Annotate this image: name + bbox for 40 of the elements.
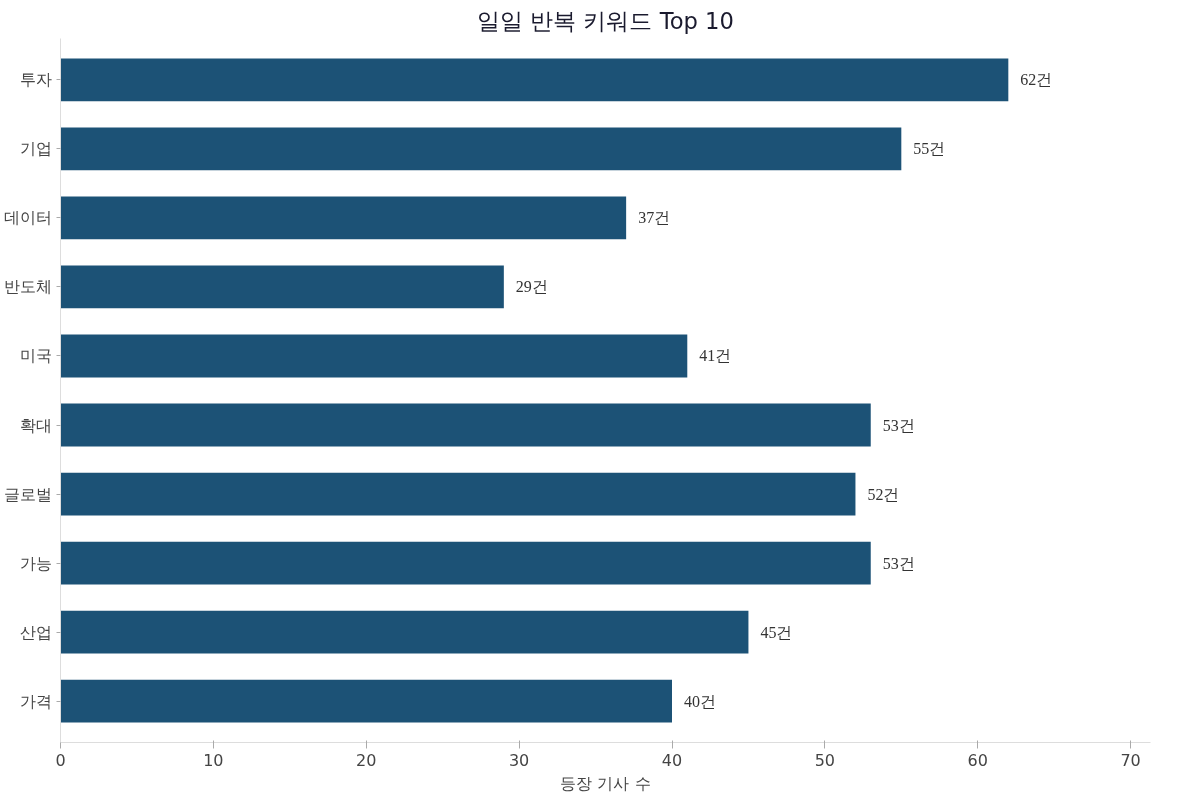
bar [60, 679, 672, 723]
x-tick-label: 40 [661, 750, 683, 770]
chart-title: 일일 반복 키워드 Top 10 [477, 7, 734, 34]
data-label: 55건 [913, 140, 946, 158]
data-label: 41건 [699, 347, 732, 365]
data-label: 29건 [515, 278, 548, 296]
bar [60, 58, 1009, 102]
y-tick-label: 산업 [19, 622, 52, 642]
y-tick-label: 가격 [19, 691, 52, 711]
y-tick-label: 데이터 [3, 208, 52, 228]
y-tick-label: 확대 [19, 415, 52, 435]
bar [60, 541, 871, 585]
x-tick-label: 50 [814, 750, 836, 770]
data-label: 53건 [882, 554, 915, 572]
bar [60, 127, 902, 171]
x-axis-title: 등장 기사 수 [560, 773, 651, 793]
bar [60, 610, 749, 654]
x-tick-label: 30 [508, 750, 530, 770]
x-tick-label: 0 [55, 750, 66, 770]
bar [60, 472, 856, 516]
x-tick-label: 60 [967, 750, 988, 770]
y-tick-label: 기업 [19, 139, 52, 159]
x-tick-label: 70 [1120, 750, 1141, 770]
y-tick-label: 가능 [19, 553, 52, 573]
data-label: 62건 [1020, 71, 1053, 89]
bar [60, 265, 504, 309]
y-tick-label: 투자 [19, 70, 52, 90]
bar [60, 196, 627, 240]
data-label: 40건 [684, 692, 716, 710]
data-label: 52건 [867, 485, 900, 503]
y-tick-label: 글로벌 [3, 484, 52, 504]
bar [60, 334, 688, 378]
x-tick-label: 20 [356, 750, 377, 770]
bar [60, 403, 871, 447]
data-label: 37건 [638, 209, 671, 227]
y-tick-label: 반도체 [3, 277, 52, 297]
data-label: 45건 [760, 623, 793, 641]
y-tick-label: 미국 [19, 346, 52, 366]
data-label: 53건 [882, 416, 915, 434]
x-tick-label: 10 [203, 750, 224, 770]
